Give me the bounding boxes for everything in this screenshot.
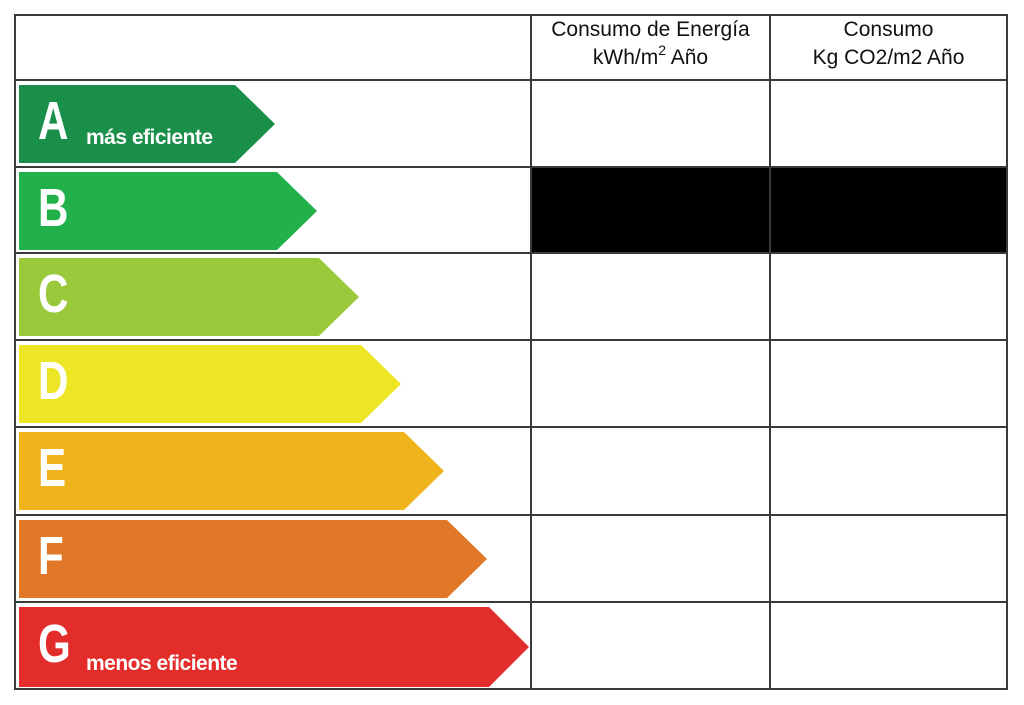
row-divider xyxy=(16,601,1006,603)
rating-arrow-c xyxy=(19,258,359,336)
column-divider-1 xyxy=(530,16,532,688)
column-divider-2 xyxy=(769,16,771,688)
rating-arrow-shape-e xyxy=(19,432,444,510)
energy-rating-table: Consumo de Energía kWh/m2 Año Consumo Kg… xyxy=(14,14,1008,690)
header-energy-unit: kWh/m2 Año xyxy=(532,42,769,72)
rating-caption-a: más eficiente xyxy=(86,126,213,149)
header-energy-title: Consumo de Energía xyxy=(551,18,750,41)
row-divider xyxy=(16,426,1006,428)
rating-row-a: A más eficiente xyxy=(16,81,530,166)
rating-letter-b: B xyxy=(38,178,69,238)
rating-letter-e: E xyxy=(38,438,67,498)
rating-arrow-shape-f xyxy=(19,520,487,598)
rating-row-c: C xyxy=(16,254,530,339)
energy-value-cell-b xyxy=(532,168,769,252)
row-divider xyxy=(16,252,1006,254)
rating-arrow-shape-c xyxy=(19,258,359,336)
row-divider xyxy=(16,79,1006,81)
rating-arrow-e xyxy=(19,432,444,510)
rating-arrow-d xyxy=(19,345,401,423)
rating-row-f: F xyxy=(16,516,530,601)
rating-arrow-shape-a xyxy=(19,85,275,163)
rating-caption-g: menos eficiente xyxy=(86,652,238,675)
header-co2-consumption: Consumo Kg CO2/m2 Año xyxy=(771,16,1006,72)
row-divider xyxy=(16,166,1006,168)
header-energy-unit-sup: 2 xyxy=(658,42,667,58)
rating-row-d: D xyxy=(16,341,530,426)
rating-row-g: G menos eficiente xyxy=(16,603,530,688)
rating-arrow-f xyxy=(19,520,487,598)
rating-arrow-shape-g xyxy=(19,607,529,687)
header-energy-consumption: Consumo de Energía kWh/m2 Año xyxy=(532,16,769,72)
header-co2-unit: Kg CO2/m2 Año xyxy=(812,46,965,69)
rating-letter-a: A xyxy=(38,91,69,151)
co2-value-cell-b xyxy=(771,168,1006,252)
rating-letter-d: D xyxy=(38,351,69,411)
rating-row-b: B xyxy=(16,168,530,252)
header-co2-title: Consumo xyxy=(843,18,934,41)
header-energy-unit-prefix: kWh/m xyxy=(592,46,659,69)
rating-arrow-g xyxy=(19,607,529,687)
rating-arrow-shape-b xyxy=(19,172,317,250)
rating-arrow-shape-d xyxy=(19,345,401,423)
row-divider xyxy=(16,339,1006,341)
rating-letter-g: G xyxy=(38,614,71,674)
rating-row-e: E xyxy=(16,428,530,514)
rating-arrow-a xyxy=(19,85,275,163)
header-energy-unit-suffix: Año xyxy=(666,46,709,69)
row-divider xyxy=(16,514,1006,516)
rating-arrow-b xyxy=(19,172,317,250)
rating-letter-f: F xyxy=(38,526,64,586)
rating-letter-c: C xyxy=(38,264,69,324)
